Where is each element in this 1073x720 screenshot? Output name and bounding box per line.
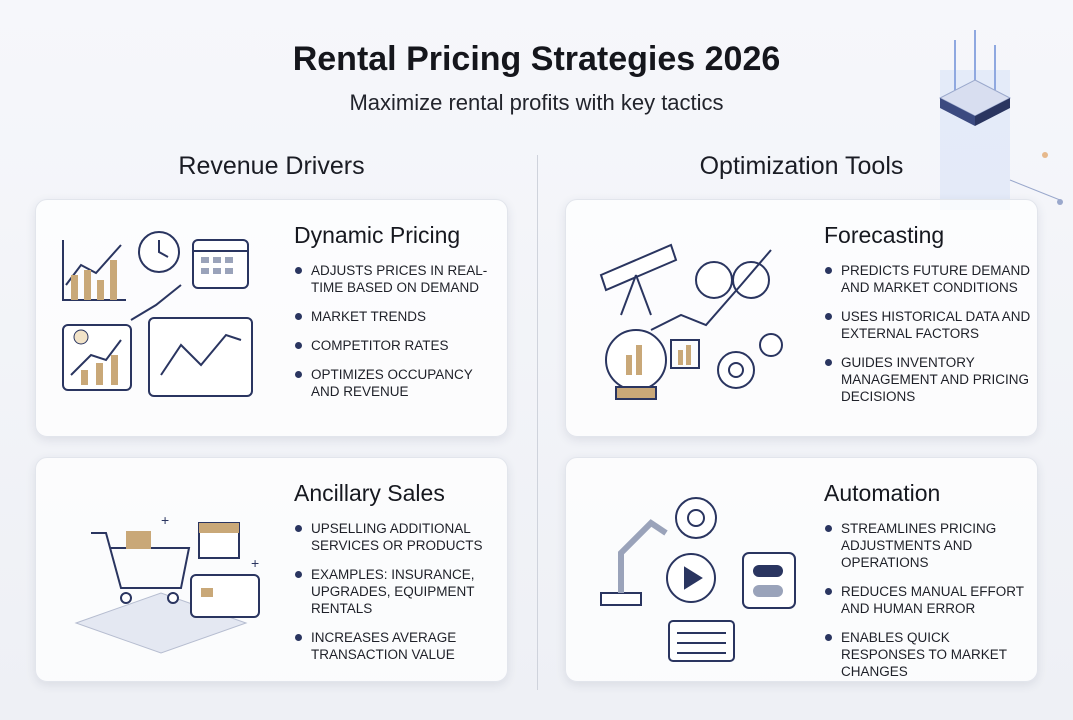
- shopping-cart-gift-icon: + +: [74, 512, 260, 654]
- page-title: Rental Pricing Strategies 2026: [292, 40, 781, 78]
- bullet-item: Market trends: [294, 308, 504, 325]
- page-subtitle: Maximize rental profits with key tactics: [349, 90, 724, 115]
- card-title: Dynamic Pricing: [294, 222, 461, 248]
- svg-text:+: +: [161, 512, 169, 528]
- bullet-list: Upselling additional services or product…: [294, 520, 504, 675]
- card-dynamic-pricing: Dynamic Pricing Adjusts prices in real-t…: [35, 199, 508, 437]
- section-heading-revenue-drivers: Revenue Drivers: [178, 152, 365, 180]
- card-title: Ancillary Sales: [294, 480, 445, 506]
- section-divider: [537, 155, 538, 690]
- bullet-list: Streamlines pricing adjustments and oper…: [824, 520, 1034, 692]
- bullet-item: Optimizes occupancy and revenue: [294, 366, 504, 400]
- card-automation: Automation Streamlines pricing adjustmen…: [565, 457, 1038, 682]
- bullet-item: Enables quick responses to market change…: [824, 629, 1034, 680]
- svg-text:+: +: [251, 555, 259, 571]
- pricing-charts-icon: [62, 231, 253, 397]
- bullet-item: Adjusts prices in real-time based on dem…: [294, 262, 504, 296]
- card-title: Automation: [824, 480, 941, 506]
- card-ancillary-sales: + + Ancillary Sales Upselling additional…: [35, 457, 508, 682]
- bullet-item: Upselling additional services or product…: [294, 520, 504, 554]
- bullet-list: Predicts future demand and market condit…: [824, 262, 1034, 417]
- section-heading-optimization-tools: Optimization Tools: [699, 152, 904, 180]
- bullet-item: Increases average transaction value: [294, 629, 504, 663]
- bullet-list: Adjusts prices in real-time based on dem…: [294, 262, 504, 412]
- bullet-item: Predicts future demand and market condit…: [824, 262, 1034, 296]
- robot-arm-gears-icon: [600, 497, 796, 662]
- bullet-item: Competitor rates: [294, 337, 504, 354]
- bullet-item: Examples: insurance, upgrades, equipment…: [294, 566, 504, 617]
- card-title: Forecasting: [824, 222, 945, 248]
- bullet-item: Streamlines pricing adjustments and oper…: [824, 520, 1034, 571]
- bullet-item: Reduces manual effort and human error: [824, 583, 1034, 617]
- tech-cube-decoration-icon: [938, 30, 1063, 210]
- bullet-item: Uses historical data and external factor…: [824, 308, 1034, 342]
- bullet-item: Guides inventory management and pricing …: [824, 354, 1034, 405]
- telescope-binoculars-icon: [599, 243, 783, 400]
- card-forecasting: Forecasting Predicts future demand and m…: [565, 199, 1038, 437]
